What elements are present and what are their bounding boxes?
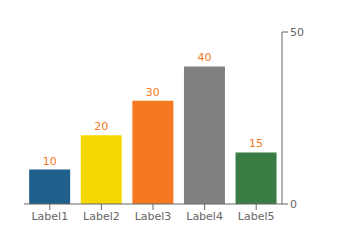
svg-text:Label1: Label1 [31, 210, 68, 223]
svg-text:40: 40 [197, 51, 211, 64]
svg-text:Label3: Label3 [135, 210, 172, 223]
svg-text:10: 10 [43, 155, 57, 168]
svg-text:Label4: Label4 [186, 210, 223, 223]
svg-text:15: 15 [249, 137, 263, 150]
svg-text:30: 30 [146, 86, 160, 99]
svg-text:0: 0 [290, 198, 297, 211]
svg-text:Label5: Label5 [238, 210, 275, 223]
svg-text:50: 50 [290, 26, 304, 39]
svg-text:20: 20 [94, 120, 108, 133]
svg-text:Label2: Label2 [83, 210, 120, 223]
